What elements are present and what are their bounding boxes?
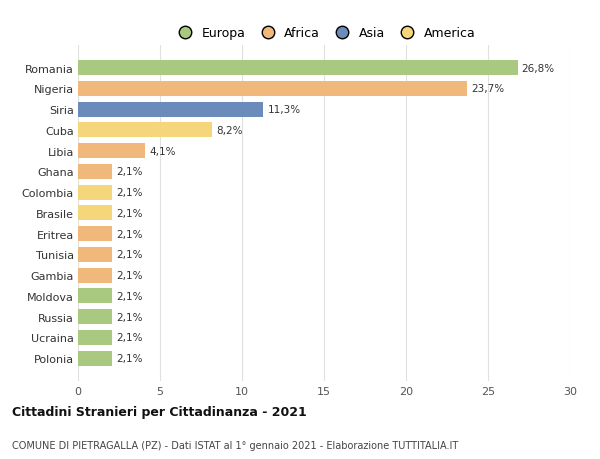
Text: 11,3%: 11,3% <box>268 105 301 115</box>
Text: 23,7%: 23,7% <box>471 84 504 94</box>
Text: 2,1%: 2,1% <box>116 353 143 363</box>
Bar <box>78 227 112 241</box>
Bar <box>78 247 112 262</box>
Bar <box>78 330 112 345</box>
Bar <box>78 309 112 325</box>
Bar <box>78 351 112 366</box>
Text: 8,2%: 8,2% <box>217 126 243 136</box>
Text: 4,1%: 4,1% <box>149 146 176 157</box>
Legend: Europa, Africa, Asia, America: Europa, Africa, Asia, America <box>167 22 481 45</box>
Bar <box>78 144 145 159</box>
Text: 2,1%: 2,1% <box>116 270 143 280</box>
Bar <box>78 289 112 304</box>
Text: 2,1%: 2,1% <box>116 250 143 260</box>
Text: 2,1%: 2,1% <box>116 333 143 342</box>
Text: 2,1%: 2,1% <box>116 208 143 218</box>
Text: 2,1%: 2,1% <box>116 312 143 322</box>
Bar <box>78 206 112 221</box>
Text: Cittadini Stranieri per Cittadinanza - 2021: Cittadini Stranieri per Cittadinanza - 2… <box>12 405 307 418</box>
Bar <box>78 165 112 179</box>
Bar <box>78 61 518 76</box>
Text: 2,1%: 2,1% <box>116 291 143 301</box>
Bar <box>78 102 263 118</box>
Bar <box>78 82 467 97</box>
Text: COMUNE DI PIETRAGALLA (PZ) - Dati ISTAT al 1° gennaio 2021 - Elaborazione TUTTIT: COMUNE DI PIETRAGALLA (PZ) - Dati ISTAT … <box>12 440 458 450</box>
Text: 2,1%: 2,1% <box>116 188 143 198</box>
Text: 26,8%: 26,8% <box>521 64 555 73</box>
Bar <box>78 185 112 200</box>
Text: 2,1%: 2,1% <box>116 167 143 177</box>
Bar <box>78 268 112 283</box>
Bar <box>78 123 212 138</box>
Text: 2,1%: 2,1% <box>116 229 143 239</box>
